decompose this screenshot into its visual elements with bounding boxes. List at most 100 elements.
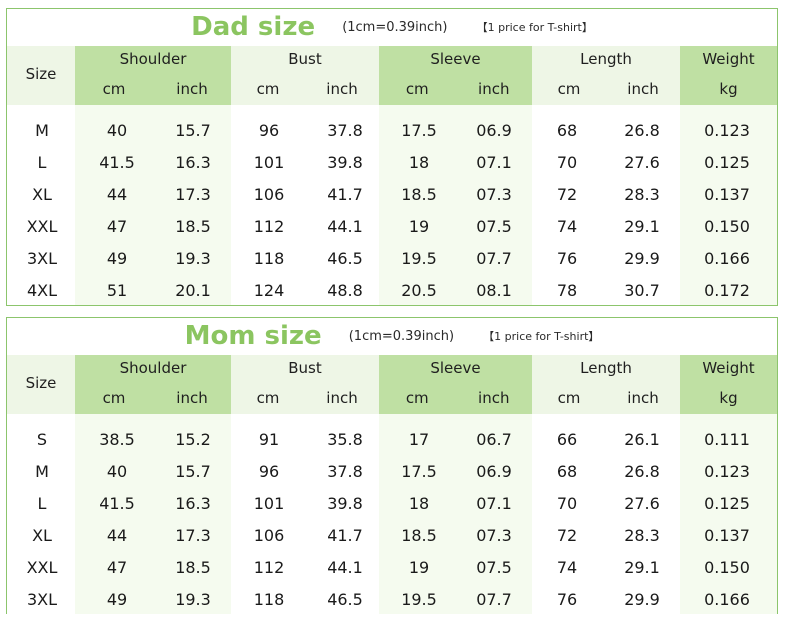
cell-shoulder-cm: 44	[106, 526, 128, 545]
cell-sleeve-cm: 19	[408, 217, 430, 236]
cell-shoulder-inch: 17.3	[175, 526, 211, 545]
header-length-inch: inch	[627, 80, 659, 98]
cell-sleeve-cm: 17	[408, 430, 430, 449]
cell-weight-kg: 0.150	[704, 217, 750, 236]
cell-bust-cm: 101	[253, 153, 285, 172]
header-length-cm: cm	[557, 80, 581, 98]
cell-length-inch: 26.1	[624, 430, 660, 449]
cell-length-cm: 78	[556, 281, 578, 300]
header-bust-inch: inch	[326, 80, 358, 98]
cell-sleeve-inch: 06.7	[476, 430, 512, 449]
cell-bust-cm: 118	[253, 590, 285, 609]
header-shoulder-cm: cm	[102, 80, 126, 98]
cell-length-cm: 68	[556, 462, 578, 481]
cell-sleeve-cm: 18	[408, 153, 430, 172]
cell-bust-inch: 39.8	[327, 494, 363, 513]
cell-size: XXL	[26, 217, 58, 236]
header-weight-label: Weight	[702, 50, 755, 68]
table-row: M 40 15.7 96 37.8 17.5 06.9 68 26.8 0.123	[7, 115, 777, 147]
header-sleeve: Sleeve cm inch	[379, 46, 532, 105]
cell-length-cm: 70	[556, 153, 578, 172]
header-weight-label: Weight	[702, 359, 755, 377]
header-length-cm: cm	[557, 389, 581, 407]
header-weight: Weight kg	[680, 355, 777, 414]
cell-bust-inch: 46.5	[327, 590, 363, 609]
table-title: Mom size	[184, 321, 322, 351]
cell-length-inch: 29.9	[624, 249, 660, 268]
cell-shoulder-cm: 41.5	[99, 153, 135, 172]
cell-sleeve-cm: 18.5	[401, 526, 437, 545]
cell-size: XL	[32, 526, 52, 545]
cell-weight-kg: 0.137	[704, 185, 750, 204]
header-bust: Bust cm inch	[231, 46, 379, 105]
dad-size-table: Dad size (1cm=0.39inch) 【1 price for T-s…	[6, 8, 778, 306]
cell-length-inch: 28.3	[624, 185, 660, 204]
cell-size: 3XL	[26, 249, 58, 268]
table-row: L 41.5 16.3 101 39.8 18 07.1 70 27.6 0.125	[7, 488, 777, 520]
header-shoulder-inch: inch	[176, 80, 208, 98]
cell-weight-kg: 0.137	[704, 526, 750, 545]
cell-bust-inch: 35.8	[327, 430, 363, 449]
cell-shoulder-inch: 15.7	[175, 462, 211, 481]
cell-shoulder-cm: 44	[106, 185, 128, 204]
cell-shoulder-cm: 47	[106, 558, 128, 577]
cell-size: L	[37, 494, 47, 513]
cell-bust-cm: 96	[258, 121, 280, 140]
cell-shoulder-cm: 47	[106, 217, 128, 236]
header-sleeve-cm: cm	[405, 389, 429, 407]
header-weight-kg: kg	[719, 80, 738, 98]
cell-length-inch: 30.7	[624, 281, 660, 300]
cell-sleeve-inch: 06.9	[476, 121, 512, 140]
cell-size: M	[35, 121, 49, 140]
cell-sleeve-cm: 19.5	[401, 249, 437, 268]
table-row: M 40 15.7 96 37.8 17.5 06.9 68 26.8 0.123	[7, 456, 777, 488]
mom-size-table: Mom size (1cm=0.39inch) 【1 price for T-s…	[6, 317, 778, 614]
cell-sleeve-inch: 07.3	[476, 526, 512, 545]
header-length-label: Length	[580, 50, 632, 68]
cell-sleeve-cm: 17.5	[401, 462, 437, 481]
cell-bust-inch: 46.5	[327, 249, 363, 268]
cell-length-cm: 72	[556, 526, 578, 545]
cell-weight-kg: 0.125	[704, 494, 750, 513]
cell-shoulder-inch: 17.3	[175, 185, 211, 204]
cell-length-inch: 26.8	[624, 462, 660, 481]
cell-weight-kg: 0.111	[704, 430, 750, 449]
cell-sleeve-cm: 17.5	[401, 121, 437, 140]
cell-bust-inch: 37.8	[327, 462, 363, 481]
cell-size: M	[35, 462, 49, 481]
table-row: XXL 47 18.5 112 44.1 19 07.5 74 29.1 0.150	[7, 552, 777, 584]
cell-bust-inch: 39.8	[327, 153, 363, 172]
cell-bust-cm: 101	[253, 494, 285, 513]
cell-shoulder-inch: 19.3	[175, 590, 211, 609]
cell-length-inch: 26.8	[624, 121, 660, 140]
cell-shoulder-inch: 16.3	[175, 494, 211, 513]
header-sleeve: Sleeve cm inch	[379, 355, 532, 414]
cell-sleeve-cm: 19.5	[401, 590, 437, 609]
cell-length-inch: 29.9	[624, 590, 660, 609]
table-row: L 41.5 16.3 101 39.8 18 07.1 70 27.6 0.125	[7, 147, 777, 179]
cell-length-inch: 27.6	[624, 153, 660, 172]
header-shoulder-cm: cm	[102, 389, 126, 407]
cell-shoulder-cm: 51	[106, 281, 128, 300]
header-size-label: Size	[25, 374, 57, 392]
cell-weight-kg: 0.172	[704, 281, 750, 300]
cell-weight-kg: 0.166	[704, 249, 750, 268]
cell-bust-cm: 118	[253, 249, 285, 268]
cell-shoulder-inch: 18.5	[175, 217, 211, 236]
cell-shoulder-cm: 40	[106, 121, 128, 140]
table-row: S 38.5 15.2 91 35.8 17 06.7 66 26.1 0.111	[7, 424, 777, 456]
cell-shoulder-cm: 41.5	[99, 494, 135, 513]
header-bust-cm: cm	[256, 389, 280, 407]
cell-size: XXL	[26, 558, 58, 577]
cell-sleeve-inch: 07.3	[476, 185, 512, 204]
cell-bust-inch: 44.1	[327, 558, 363, 577]
cell-shoulder-inch: 15.2	[175, 430, 211, 449]
cell-sleeve-inch: 07.7	[476, 590, 512, 609]
header-bust-label: Bust	[288, 359, 322, 377]
price-note: 【1 price for T-shirt】	[476, 21, 593, 34]
cell-shoulder-cm: 38.5	[99, 430, 135, 449]
unit-conversion-note: (1cm=0.39inch)	[348, 328, 455, 344]
table-row: 3XL 49 19.3 118 46.5 19.5 07.7 76 29.9 0.166	[7, 584, 777, 616]
header-bust-inch: inch	[326, 389, 358, 407]
table-title-row: Dad size (1cm=0.39inch) 【1 price for T-s…	[7, 9, 777, 45]
